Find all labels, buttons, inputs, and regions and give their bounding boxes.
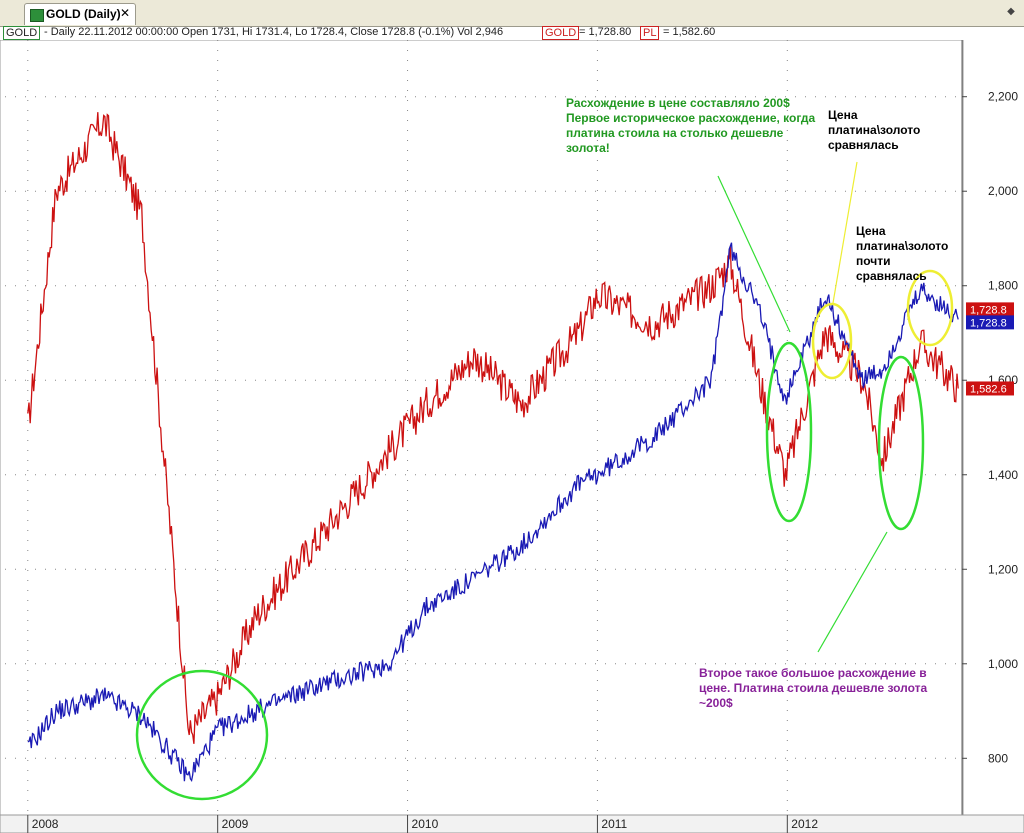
annotation-prices-equal: Цена платина\золото сравнялась [828, 108, 921, 152]
last-value-tag [966, 315, 1014, 330]
platinum-series [27, 112, 959, 744]
gold-tag: GOLD [542, 26, 580, 40]
highlight-circle-almost-equal [906, 269, 954, 347]
last-value-tag [966, 381, 1014, 396]
highlight-circle-second-divergence [877, 355, 925, 531]
highlight-circle-2008-bottom [135, 669, 269, 801]
tab-gold-daily[interactable]: GOLD (Daily) ✕ [24, 3, 136, 25]
x-tick-label: 2010 [412, 817, 439, 831]
x-axis-band [0, 814, 1024, 833]
tab-bar: GOLD (Daily) ✕ ◆ [0, 0, 1024, 27]
gold-series [27, 242, 959, 783]
x-tick-label: 2008 [32, 817, 59, 831]
annotation-second-divergence: Второе такое большое расхождение в цене.… [699, 666, 928, 710]
y-tick-label: 2,200 [988, 90, 1018, 104]
pl-value: = 1,582.60 [663, 26, 716, 38]
annotation-prices-almost-equal: Цена платина\золото почти сравнялась [856, 224, 949, 283]
y-tick-label: 1,200 [988, 562, 1018, 576]
last-value-label: 1,728.8 [970, 304, 1007, 316]
y-tick-label: 1,800 [988, 279, 1018, 293]
y-tick-label: 2,000 [988, 184, 1018, 198]
last-value-label: 1,728.8 [970, 317, 1007, 329]
chart-info-bar: GOLD - Daily 22.11.2012 00:00:00 Open 17… [0, 26, 1024, 40]
pointer-second-divergence [817, 531, 888, 653]
pointer-equal [832, 161, 858, 304]
y-tick-label: 800 [988, 751, 1008, 765]
y-tick-label: 1,400 [988, 468, 1018, 482]
tab-scroll-icon[interactable]: ◆ [1007, 6, 1015, 17]
last-value-label: 1,582.6 [970, 383, 1007, 395]
tab-label: GOLD (Daily) [46, 7, 121, 21]
pl-tag: PL [640, 26, 660, 40]
x-tick-label: 2011 [601, 817, 627, 831]
annotation-first-divergence: Расхождение в цене составляло 200$ Перво… [566, 96, 816, 155]
last-value-tag [966, 302, 1014, 317]
pointer-first-divergence [717, 175, 791, 333]
x-tick-label: 2009 [222, 817, 249, 831]
x-tick-label: 2012 [791, 817, 818, 831]
highlight-circle-equal [811, 302, 853, 380]
bar-details: - Daily 22.11.2012 00:00:00 Open 1731, H… [44, 26, 504, 38]
symbol-tag: GOLD [3, 26, 41, 40]
y-tick-label: 1,000 [988, 657, 1018, 671]
chart-icon [30, 9, 44, 22]
close-icon[interactable]: ✕ [120, 6, 131, 20]
price-chart[interactable]: 8001,0001,2001,4001,6001,8002,0002,20020… [0, 40, 1024, 833]
gold-value: = 1,728.80 [579, 26, 632, 38]
highlight-circle-first-divergence [765, 341, 813, 523]
